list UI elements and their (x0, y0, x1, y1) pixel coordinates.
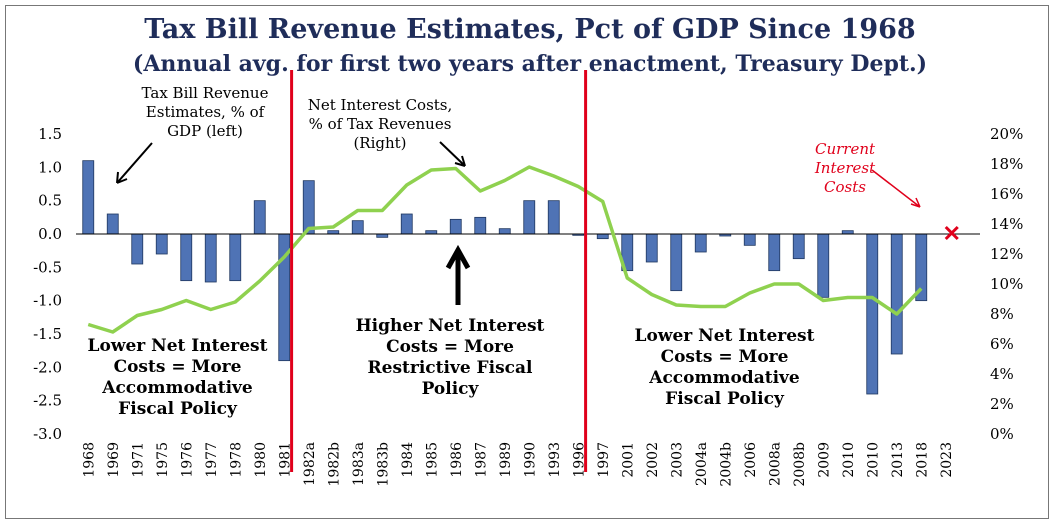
category-tick-label: 2002 (645, 442, 661, 478)
right-tick-label: 18% (990, 155, 1023, 173)
bar (670, 233, 683, 292)
category-tick-label: 2008b (792, 442, 808, 487)
bar (743, 233, 756, 246)
bar (866, 233, 879, 395)
category-tick-label: 1976 (179, 442, 195, 478)
category-tick-label: 2010 (865, 442, 881, 478)
annotation-mid-region: Higher Net Interest Costs = More Restric… (355, 316, 545, 399)
category-tick-label: 2009 (816, 442, 832, 478)
category-tick-label: 2006 (743, 442, 759, 478)
category-tick-label: 1978 (228, 442, 244, 478)
left-tick-label: -2.0 (33, 358, 62, 376)
bar (596, 233, 609, 240)
left-tick-label: -0.5 (33, 258, 62, 276)
right-tick-label: 6% (990, 335, 1014, 353)
category-tick-label: 1977 (204, 442, 220, 478)
right-tick-label: 0% (990, 425, 1014, 443)
region-up-arrow (445, 244, 471, 305)
category-tick-label: 2004b (718, 442, 734, 487)
current-label-arrow (871, 169, 921, 208)
category-tick-label: 1990 (522, 442, 538, 478)
annotation-bars-label: Tax Bill Revenue Estimates, % of GDP (le… (141, 84, 269, 140)
category-tick-label: 1981 (277, 442, 293, 478)
left-tick-label: -3.0 (33, 425, 62, 443)
bar (498, 228, 511, 235)
category-tick-label: 2001 (620, 442, 636, 478)
category-tick-label: 2004a (694, 442, 710, 486)
bar (351, 220, 364, 235)
bar (106, 213, 119, 235)
bar (204, 233, 217, 283)
annotation-left-region: Lower Net Interest Costs = More Accommod… (87, 336, 268, 419)
chart-subtitle: (Annual avg. for first two years after e… (132, 51, 928, 77)
line-label-arrow (439, 141, 466, 167)
bar (449, 218, 462, 235)
left-tick-label: 1.5 (38, 125, 62, 143)
bar (302, 180, 315, 235)
bar (474, 216, 487, 235)
category-tick-label: 1969 (106, 442, 122, 478)
left-tick-label: 0.5 (38, 192, 62, 210)
category-tick-label: 1986 (449, 442, 465, 478)
category-tick-label: 1975 (155, 442, 171, 478)
category-tick-label: 1997 (596, 442, 612, 478)
bar (768, 233, 781, 272)
bar (890, 233, 903, 355)
category-tick-label: 1983a (351, 442, 367, 486)
left-tick-label: -1.0 (33, 292, 62, 310)
category-tick-label: 1971 (130, 442, 146, 478)
category-tick-label: 1989 (498, 442, 514, 478)
category-tick-label: 1968 (81, 442, 97, 478)
right-tick-label: 4% (990, 365, 1014, 383)
bar (792, 233, 805, 260)
left-tick-label: 0.0 (38, 225, 62, 243)
bar (694, 233, 707, 253)
bar (645, 233, 658, 263)
right-tick-label: 14% (990, 215, 1023, 233)
bar (253, 200, 266, 235)
category-tick-label: 1982a (302, 442, 318, 486)
interest-cost-line (87, 165, 923, 334)
category-tick-label: 1987 (473, 442, 489, 478)
annotation-right-region: Lower Net Interest Costs = More Accommod… (634, 326, 815, 409)
category-tick-label: 2010 (841, 442, 857, 478)
right-tick-label: 8% (990, 305, 1014, 323)
chart-frame (5, 5, 1049, 519)
right-tick-label: 16% (990, 185, 1023, 203)
category-tick-label: 1985 (424, 442, 440, 478)
category-tick-label: 1993 (547, 442, 563, 478)
bar (547, 200, 560, 235)
category-tick-label: 1983b (375, 442, 391, 487)
category-tick-label: 1984 (400, 442, 416, 478)
right-tick-label: 10% (990, 275, 1023, 293)
category-tick-label: 1996 (571, 442, 587, 478)
bar (131, 233, 144, 265)
left-tick-label: 1.0 (38, 158, 62, 176)
annotation-current-interest: Current Interest Costs (814, 140, 876, 196)
bar (523, 200, 536, 235)
category-tick-label: 2008a (767, 442, 783, 486)
bar (229, 233, 242, 282)
left-tick-label: -1.5 (33, 325, 62, 343)
category-tick-label: 2013 (890, 442, 906, 478)
current-interest-marker (944, 225, 959, 241)
left-tick-label: -2.5 (33, 392, 62, 410)
chart-title: Tax Bill Revenue Estimates, Pct of GDP S… (144, 14, 916, 45)
bar (180, 233, 193, 282)
bar (82, 160, 95, 235)
category-tick-label: 2018 (914, 442, 930, 478)
category-tick-label: 1980 (253, 442, 269, 478)
right-tick-label: 2% (990, 395, 1014, 413)
right-tick-label: 20% (990, 125, 1023, 143)
right-tick-label: 12% (990, 245, 1023, 263)
bar (400, 213, 413, 235)
annotation-line-label: Net Interest Costs, % of Tax Revenues (R… (307, 96, 453, 152)
category-tick-label: 2003 (669, 442, 685, 478)
category-tick-label: 2023 (939, 442, 955, 478)
bar (155, 233, 168, 255)
bars-label-arrow (116, 142, 153, 184)
category-tick-label: 1982b (326, 442, 342, 487)
bar (817, 233, 830, 298)
